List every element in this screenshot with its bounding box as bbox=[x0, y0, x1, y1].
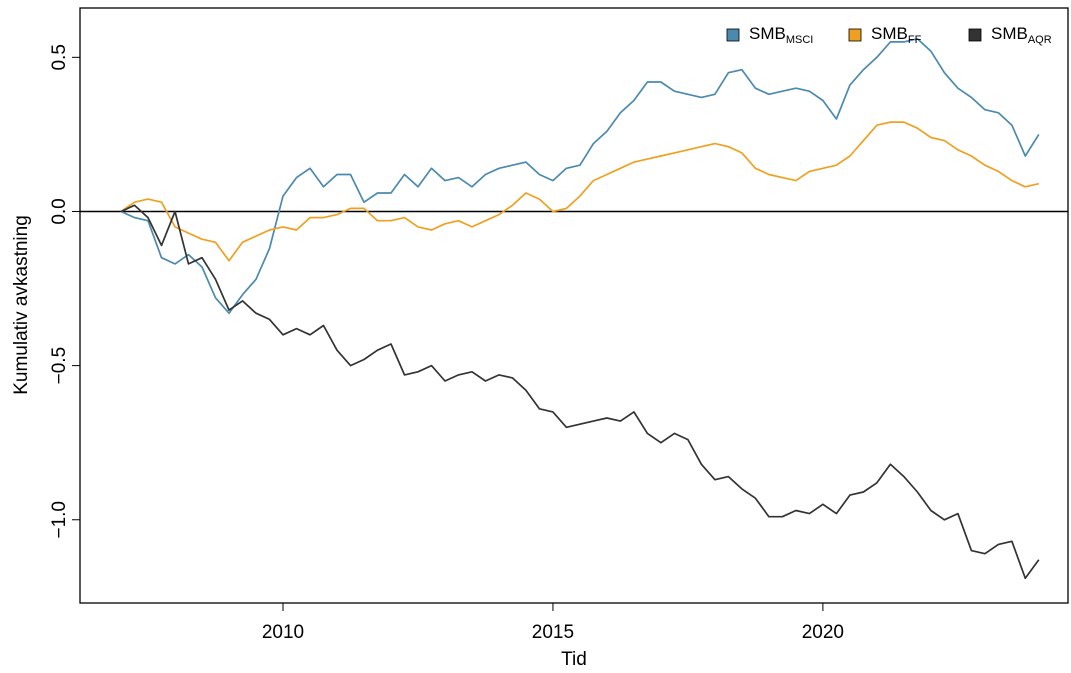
y-axis-label: Kumulativ avkastning bbox=[11, 215, 32, 395]
legend-subscript: FF bbox=[908, 34, 922, 46]
legend-name: SMB bbox=[991, 24, 1028, 43]
x-tick-label: 2015 bbox=[532, 622, 574, 643]
series-line bbox=[120, 204, 1040, 580]
series-line bbox=[120, 37, 1040, 315]
legend-subscript: AQR bbox=[1028, 34, 1052, 46]
legend-label: SMBMSCI bbox=[749, 24, 813, 45]
legend-subscript: MSCI bbox=[786, 34, 814, 46]
y-tick-label: 0.5 bbox=[49, 44, 70, 70]
series-line bbox=[120, 121, 1039, 262]
plot-frame bbox=[79, 7, 1069, 604]
y-tick-label: 0.0 bbox=[49, 198, 70, 224]
legend-swatch bbox=[968, 28, 982, 42]
legend-label: SMBAQR bbox=[991, 24, 1052, 45]
legend-name: SMB bbox=[749, 24, 786, 43]
legend-swatch bbox=[726, 28, 740, 42]
x-tick-label: 2010 bbox=[262, 622, 304, 643]
y-tick-label: −1.0 bbox=[49, 501, 70, 539]
x-tick-label: 2020 bbox=[802, 622, 844, 643]
legend-name: SMB bbox=[871, 24, 908, 43]
legend-swatch bbox=[848, 28, 862, 42]
legend-label: SMBFF bbox=[871, 24, 922, 45]
y-tick-label: −0.5 bbox=[49, 347, 70, 385]
x-axis-label: Tid bbox=[561, 649, 587, 670]
